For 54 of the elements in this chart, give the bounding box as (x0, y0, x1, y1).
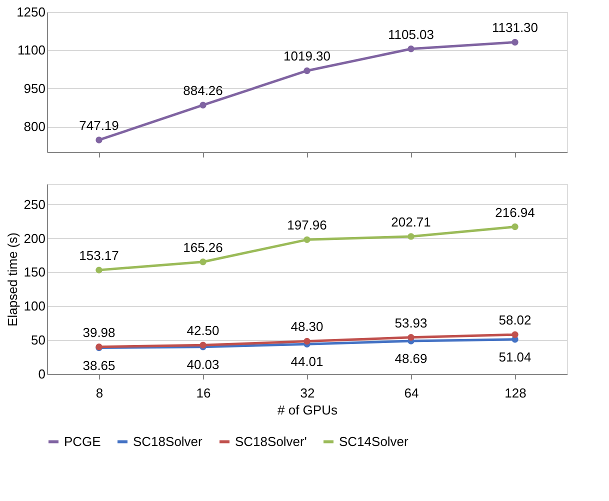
point (96, 136, 102, 144)
point (96, 266, 102, 274)
x-tick-label: 8 (96, 386, 104, 400)
point (408, 233, 414, 240)
x-tick-label: 128 (504, 386, 526, 400)
legend-label: SC14Solver (339, 434, 410, 449)
data-label: 884.26 (183, 83, 223, 98)
data-label: 44.01 (290, 354, 324, 370)
data-label: 1019.30 (284, 48, 330, 64)
data-label: 48.69 (394, 350, 428, 366)
y-tick-label: 100 (24, 298, 46, 314)
data-label: 51.04 (498, 349, 532, 364)
data-label: 40.03 (186, 356, 220, 372)
point (304, 67, 310, 74)
y-tick-label: 150 (24, 264, 46, 280)
point (408, 46, 414, 52)
data-label: 38.65 (82, 358, 116, 373)
data-label: 165.26 (183, 240, 223, 255)
data-label: 202.71 (391, 214, 431, 230)
data-label: 216.94 (495, 204, 535, 220)
y-tick-label: 50 (31, 332, 46, 348)
x-tick-label: 32 (300, 386, 315, 400)
data-label: 1131.30 (492, 20, 538, 36)
x-axis-title: # of GPUs (278, 402, 338, 418)
data-label: 1105.03 (388, 26, 434, 42)
y-axis-title: Elapsed time (s) (4, 232, 20, 326)
data-label: 42.50 (186, 323, 220, 338)
data-label: 53.93 (394, 315, 428, 330)
legend-label: SC18Solver' (235, 434, 307, 449)
point (408, 334, 414, 341)
data-label: 58.02 (498, 312, 532, 328)
x-tick-label: 64 (404, 386, 419, 400)
y-tick-label: 250 (24, 196, 46, 212)
x-tick-label: 16 (196, 386, 211, 400)
point (512, 38, 518, 46)
data-label: 153.17 (79, 248, 119, 264)
y-tick-label: 950 (24, 80, 46, 96)
point (512, 331, 518, 338)
y-tick-label: 1100 (18, 42, 46, 58)
data-label: 747.19 (79, 118, 119, 133)
data-label: 48.30 (290, 319, 324, 334)
legend-label: SC18Solver (133, 434, 204, 449)
point (512, 223, 518, 230)
point (200, 102, 206, 108)
y-tick-label: 200 (24, 230, 46, 246)
data-label: 197.96 (287, 218, 327, 233)
y-tick-label: 1250 (16, 4, 46, 20)
y-tick-label: 800 (24, 119, 46, 134)
point (304, 338, 310, 345)
y-tick-label: 0 (38, 366, 46, 382)
point (200, 258, 206, 266)
point (304, 236, 310, 244)
data-label: 39.98 (82, 324, 116, 340)
legend-label: PCGE (64, 434, 102, 449)
